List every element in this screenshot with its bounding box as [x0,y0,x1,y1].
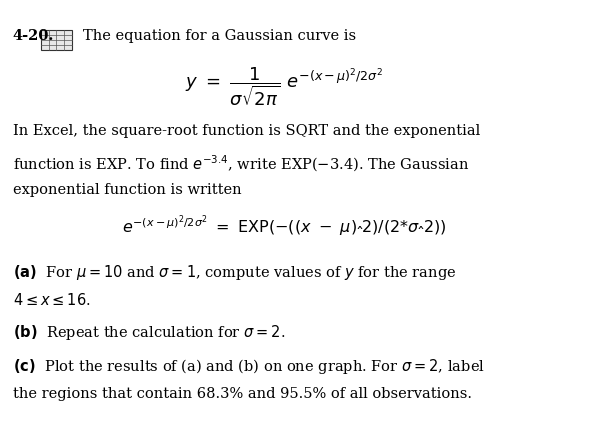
Text: $4 \leq x \leq 16$.: $4 \leq x \leq 16$. [12,292,90,308]
Text: $y \ = \ \dfrac{1}{\sigma\sqrt{2\pi}} \ e^{-(x-\mu)^2/2\sigma^2}$: $y \ = \ \dfrac{1}{\sigma\sqrt{2\pi}} \ … [185,65,383,108]
Text: function is EXP. To find $e^{-3.4}$, write EXP($-$3.4). The Gaussian: function is EXP. To find $e^{-3.4}$, wri… [12,154,469,174]
Text: exponential function is written: exponential function is written [12,183,241,197]
Text: The equation for a Gaussian curve is: The equation for a Gaussian curve is [83,29,356,42]
Text: $\mathbf{(c)}$  Plot the results of (a) and (b) on one graph. For $\sigma = 2$, : $\mathbf{(c)}$ Plot the results of (a) a… [12,357,485,376]
Text: $\mathbf{(b)}$  Repeat the calculation for $\sigma = 2$.: $\mathbf{(b)}$ Repeat the calculation fo… [12,323,285,342]
Bar [41,30,72,50]
Text: the regions that contain 68.3% and 95.5% of all observations.: the regions that contain 68.3% and 95.5%… [12,387,472,400]
Text: $\mathbf{(a)}$  For $\mu = 10$ and $\sigma = 1$, compute values of $y$ for the r: $\mathbf{(a)}$ For $\mu = 10$ and $\sigm… [12,263,456,282]
Text: $e^{-(x-\mu)^2/2\sigma^2} \ = \ \mathrm{EXP}(-((x\ -\ \mu)\hat{\ }2)/(2{*}\sigma: $e^{-(x-\mu)^2/2\sigma^2} \ = \ \mathrm{… [122,213,446,239]
Text: In Excel, the square-root function is SQRT and the exponential: In Excel, the square-root function is SQ… [12,124,480,138]
Text: 4-20.: 4-20. [12,29,54,42]
